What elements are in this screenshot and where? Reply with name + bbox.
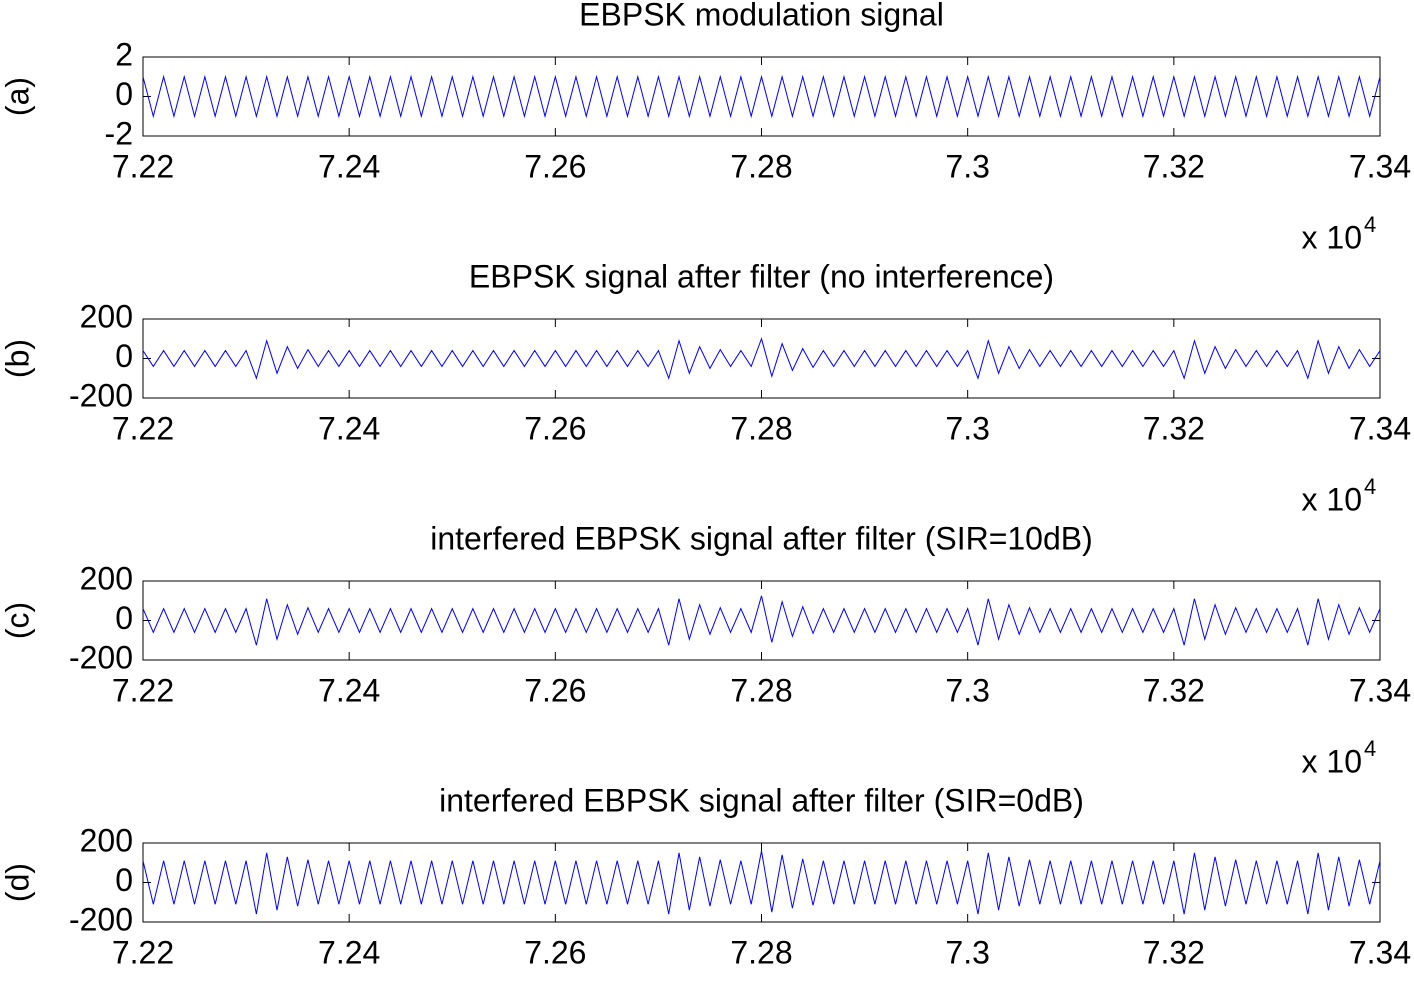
x-tick-label: 7.22 [112,934,174,970]
y-axis-label: (b) [0,339,35,378]
x-tick-label: 7.24 [318,934,380,970]
x-tick-label: 7.3 [945,934,989,970]
x-scale-exponent: 4 [1364,998,1376,1000]
y-tick-label: 0 [115,76,133,112]
signal-line [142,74,1381,119]
x-tick-label: 7.32 [1143,410,1205,446]
x-scale-exponent: 4 [1364,736,1376,761]
axes-box [142,318,1381,399]
axes-box [142,56,1381,137]
chart-title: interfered EBPSK signal after filter (SI… [430,520,1093,556]
x-tick-label: 7.34 [1349,148,1411,184]
x-tick-label: 7.28 [730,934,792,970]
y-tick-label: 2 [115,36,133,72]
signal-line [142,850,1381,915]
x-tick-label: 7.34 [1349,672,1411,708]
x-tick-label: 7.22 [112,672,174,708]
axes-box [142,580,1381,661]
y-axis-label: (a) [0,77,35,116]
y-tick-label: 200 [80,298,133,334]
chart-title: EBPSK signal after filter (no interferen… [469,258,1054,294]
x-tick-label: 7.32 [1143,934,1205,970]
y-tick-label: 0 [115,338,133,374]
x-tick-label: 7.32 [1143,148,1205,184]
x-tick-label: 7.28 [730,410,792,446]
y-tick-label: -2 [105,115,133,151]
y-axis-label: (d) [0,863,35,902]
y-tick-label: -200 [69,639,133,675]
x-tick-label: 7.24 [318,410,380,446]
x-scale-label: x 10 [1302,481,1362,517]
x-tick-label: 7.22 [112,410,174,446]
y-axis-label: (c) [0,602,35,639]
x-tick-label: 7.26 [524,934,586,970]
x-tick-label: 7.28 [730,148,792,184]
x-tick-label: 7.26 [524,410,586,446]
axes-box [142,842,1381,923]
y-tick-label: 200 [80,560,133,596]
chart-title: interfered EBPSK signal after filter (SI… [439,782,1084,818]
x-tick-label: 7.24 [318,148,380,184]
chart-title: EBPSK modulation signal [579,0,944,32]
x-tick-label: 7.3 [945,148,989,184]
x-tick-label: 7.26 [524,148,586,184]
x-tick-label: 7.24 [318,672,380,708]
x-tick-label: 7.34 [1349,934,1411,970]
x-tick-label: 7.22 [112,148,174,184]
x-scale-label: x 10 [1302,743,1362,779]
x-scale-label: x 10 [1302,219,1362,255]
x-scale-exponent: 4 [1364,474,1376,499]
y-tick-label: -200 [69,901,133,937]
y-tick-label: -200 [69,377,133,413]
signal-line [142,595,1381,646]
x-scale-exponent: 4 [1364,212,1376,237]
signal-line [142,337,1381,380]
y-tick-label: 0 [115,862,133,898]
y-tick-label: 0 [115,600,133,636]
x-tick-label: 7.34 [1349,410,1411,446]
x-tick-label: 7.28 [730,672,792,708]
x-tick-label: 7.32 [1143,672,1205,708]
x-tick-label: 7.3 [945,672,989,708]
y-tick-label: 200 [80,822,133,858]
x-tick-label: 7.3 [945,410,989,446]
x-tick-label: 7.26 [524,672,586,708]
